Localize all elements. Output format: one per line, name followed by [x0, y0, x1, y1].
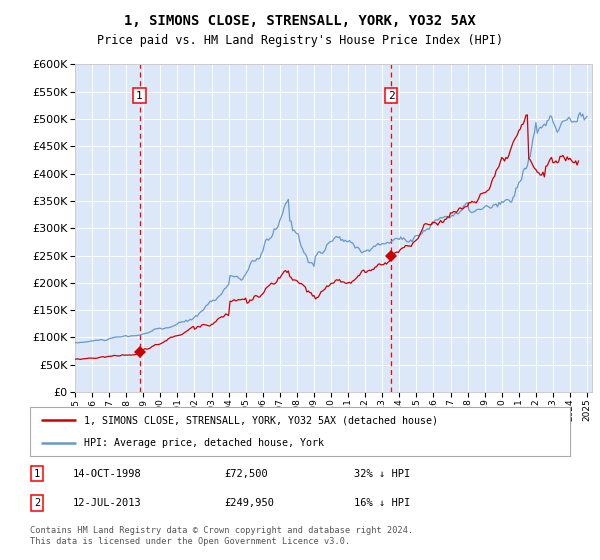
Text: 1, SIMONS CLOSE, STRENSALL, YORK, YO32 5AX (detached house): 1, SIMONS CLOSE, STRENSALL, YORK, YO32 5…: [84, 416, 438, 426]
Text: 1, SIMONS CLOSE, STRENSALL, YORK, YO32 5AX: 1, SIMONS CLOSE, STRENSALL, YORK, YO32 5…: [124, 14, 476, 28]
Text: Price paid vs. HM Land Registry's House Price Index (HPI): Price paid vs. HM Land Registry's House …: [97, 34, 503, 46]
Text: 12-JUL-2013: 12-JUL-2013: [73, 498, 142, 508]
Text: £72,500: £72,500: [224, 469, 268, 479]
Text: 2: 2: [388, 91, 395, 101]
Text: 1: 1: [136, 91, 143, 101]
Text: 14-OCT-1998: 14-OCT-1998: [73, 469, 142, 479]
Text: 32% ↓ HPI: 32% ↓ HPI: [354, 469, 410, 479]
Text: 1: 1: [34, 469, 40, 479]
Text: £249,950: £249,950: [224, 498, 274, 508]
Text: Contains HM Land Registry data © Crown copyright and database right 2024.
This d: Contains HM Land Registry data © Crown c…: [30, 526, 413, 546]
Text: 16% ↓ HPI: 16% ↓ HPI: [354, 498, 410, 508]
Text: 2: 2: [34, 498, 40, 508]
Text: HPI: Average price, detached house, York: HPI: Average price, detached house, York: [84, 438, 324, 448]
